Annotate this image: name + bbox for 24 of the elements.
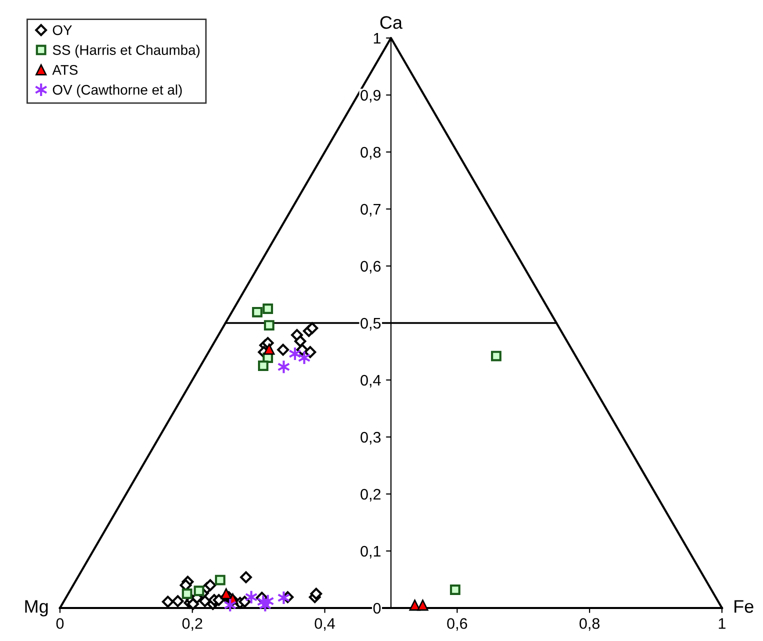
y-tick-label: 0,7 <box>360 204 380 216</box>
x-tick-label: 0,6 <box>447 618 468 631</box>
legend-label: OV (Cawthorne et al) <box>52 84 182 98</box>
y-tick-label: 0,8 <box>360 146 381 160</box>
legend-label: SS (Harris et Chaumba) <box>52 44 200 58</box>
x-tick-label: 0,8 <box>580 618 600 631</box>
x-tick-label: 0,2 <box>182 618 202 631</box>
y-tick-label: 0,9 <box>360 90 381 102</box>
legend-label: OY <box>52 25 72 36</box>
y-tick-label: 0 <box>373 602 381 614</box>
text: Mg <box>25 600 48 616</box>
text: Ca <box>380 16 402 29</box>
y-tick-label: 1 <box>374 33 380 44</box>
x-tick-label: 0 <box>56 618 64 629</box>
x-tick-label: 1 <box>718 618 726 629</box>
legend-label: ATS <box>52 65 78 75</box>
y-tick-label: 0,5 <box>360 318 381 330</box>
y-tick-label: 0,4 <box>360 374 381 388</box>
y-tick-label: 0,1 <box>360 546 380 558</box>
y-tick-label: 0,2 <box>360 488 380 502</box>
x-tick-label: 0,4 <box>314 618 335 631</box>
text: Fe <box>734 600 754 613</box>
y-tick-label: 0,6 <box>360 260 381 274</box>
y-tick-label: 0,3 <box>360 432 381 444</box>
